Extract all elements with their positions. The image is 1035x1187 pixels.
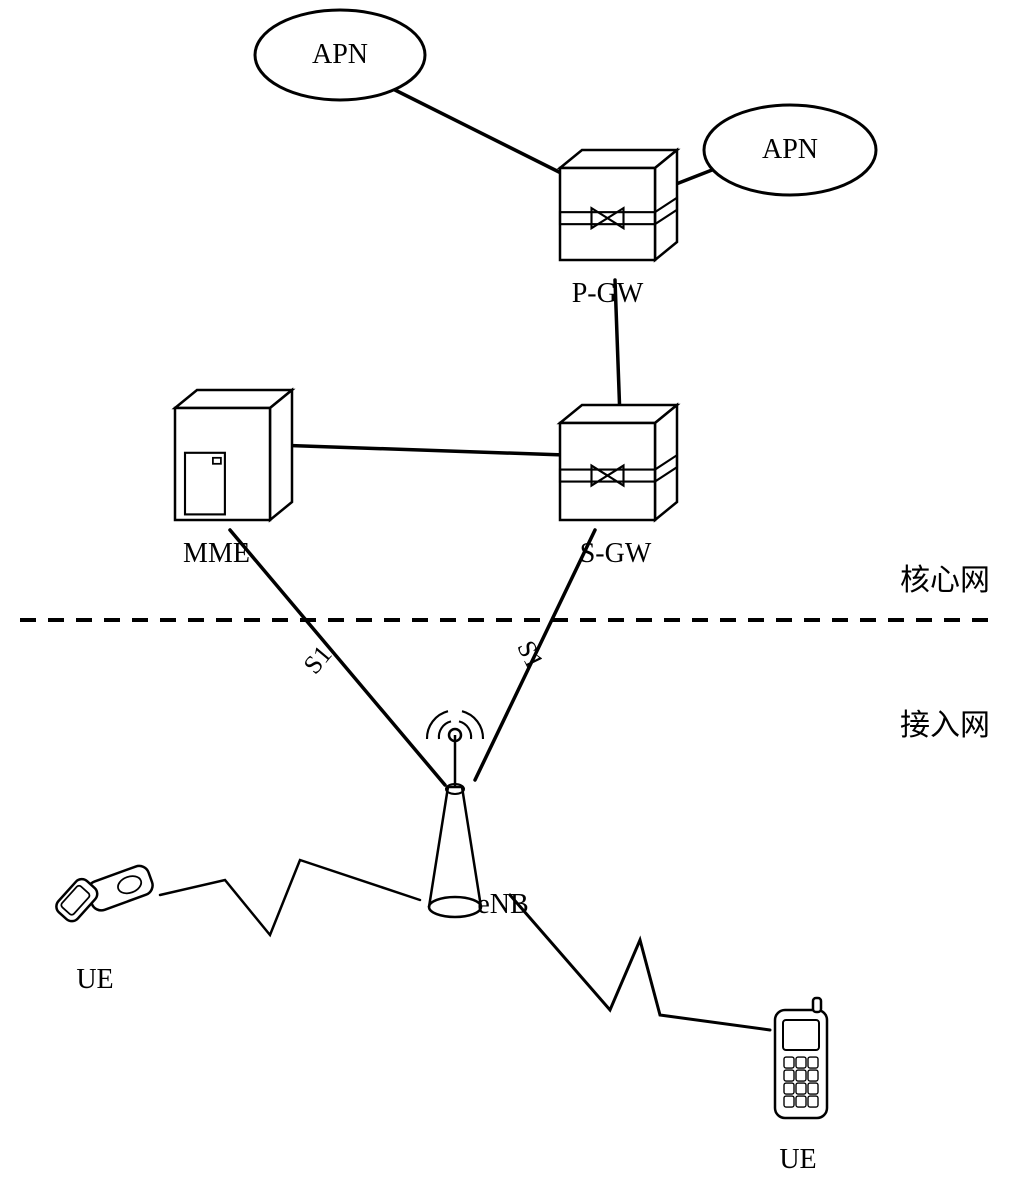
wireless-ue1-enb bbox=[160, 860, 420, 935]
enb-node bbox=[427, 711, 483, 917]
edge-apn1-pgw bbox=[395, 90, 575, 180]
ue2-label: UE bbox=[779, 1144, 816, 1176]
mme-label: MME bbox=[183, 538, 250, 570]
apn1-label: APN bbox=[312, 39, 368, 71]
ue1-node bbox=[46, 854, 156, 929]
diagram-svg bbox=[0, 0, 1035, 1187]
sgw-node bbox=[560, 405, 677, 520]
sgw-label: S-GW bbox=[580, 538, 652, 570]
ue2-node bbox=[775, 998, 827, 1118]
wireless-enb-ue2 bbox=[510, 895, 770, 1030]
pgw-label: P-GW bbox=[572, 278, 644, 310]
ue1-label: UE bbox=[76, 964, 113, 996]
diagram-canvas: { "canvas": { "width": 1035, "height": 1… bbox=[0, 0, 1035, 1187]
region-label-core: 核心网 bbox=[900, 555, 990, 599]
edge-mme-sgw bbox=[275, 445, 565, 455]
region-label-access: 接入网 bbox=[900, 700, 990, 744]
pgw-node bbox=[560, 150, 677, 260]
enb-label: eNB bbox=[477, 889, 528, 921]
mme-node bbox=[175, 390, 292, 520]
apn2-label: APN bbox=[762, 134, 818, 166]
